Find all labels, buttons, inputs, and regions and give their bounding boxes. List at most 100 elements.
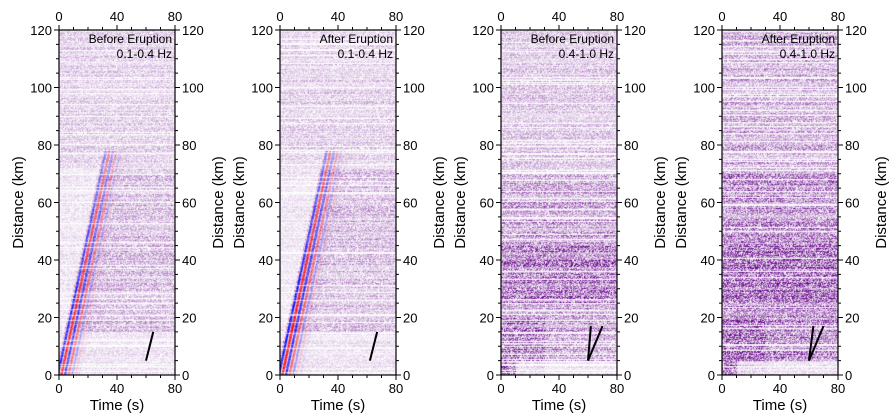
y-tick-label-right: 60: [403, 196, 417, 211]
y-tick-label-left: 80: [38, 138, 52, 153]
x-tick-label-top: 80: [610, 9, 624, 24]
x-tick-label-top: 80: [389, 9, 403, 24]
y-tick-label-left: 60: [480, 196, 494, 211]
y-tick-label-left: 80: [259, 138, 273, 153]
y-tick-label-right: 20: [624, 311, 638, 326]
y-tick-label-left: 120: [251, 23, 273, 38]
x-axis-label: Time (s): [753, 397, 807, 414]
y-tick-label-left: 100: [30, 81, 52, 96]
panel-label: After Eruption: [320, 32, 393, 46]
y-tick-label-left: 0: [45, 368, 52, 383]
y-tick-label-left: 0: [708, 368, 715, 383]
velocity-reference-line: [587, 326, 592, 361]
y-tick-label-right: 60: [845, 196, 859, 211]
panel-4-heatmap: [722, 30, 838, 375]
panel-label: 0.1-0.4 Hz: [117, 47, 172, 61]
y-tick-label-right: 60: [624, 196, 638, 211]
y-tick-label-right: 0: [845, 368, 852, 383]
y-tick-label-left: 60: [259, 196, 273, 211]
x-tick-label-bottom: 0: [497, 381, 504, 396]
x-tick-label-top: 0: [276, 9, 283, 24]
y-tick-label-right: 20: [182, 311, 196, 326]
panel-label: 0.1-0.4 Hz: [338, 47, 393, 61]
y-tick-label-left: 120: [693, 23, 715, 38]
y-tick-label-right: 0: [624, 368, 631, 383]
y-tick-label-right: 40: [845, 253, 859, 268]
y-tick-label-left: 60: [38, 196, 52, 211]
x-axis-label: Time (s): [90, 397, 144, 414]
y-tick-label-right: 20: [845, 311, 859, 326]
panel-label: Before Eruption: [89, 32, 172, 46]
plot-frame: [500, 29, 618, 376]
x-tick-label-bottom: 40: [552, 381, 566, 396]
y-axis-label-left: Distance (km): [231, 156, 248, 249]
y-axis-label-left: Distance (km): [10, 156, 27, 249]
y-tick-label-left: 60: [701, 196, 715, 211]
panel-label: Before Eruption: [531, 32, 614, 46]
x-tick-label-top: 0: [55, 9, 62, 24]
y-tick-label-right: 40: [182, 253, 196, 268]
y-tick-label-right: 20: [403, 311, 417, 326]
y-tick-label-left: 80: [480, 138, 494, 153]
y-tick-label-left: 40: [38, 253, 52, 268]
x-tick-label-bottom: 40: [331, 381, 345, 396]
y-tick-label-left: 120: [30, 23, 52, 38]
y-tick-label-left: 20: [38, 311, 52, 326]
x-tick-label-top: 80: [168, 9, 182, 24]
velocity-reference-line: [587, 325, 604, 362]
x-tick-label-top: 0: [718, 9, 725, 24]
y-tick-label-left: 20: [701, 311, 715, 326]
plot-frame: [279, 29, 397, 376]
y-tick-label-right: 80: [403, 138, 417, 153]
velocity-reference-line: [808, 325, 825, 362]
y-tick-label-right: 120: [624, 23, 646, 38]
y-tick-label-left: 20: [259, 311, 273, 326]
y-tick-label-right: 0: [182, 368, 189, 383]
panel-label: 0.4-1.0 Hz: [780, 47, 835, 61]
x-axis-label: Time (s): [532, 397, 586, 414]
y-tick-label-left: 40: [480, 253, 494, 268]
y-tick-label-right: 120: [845, 23, 867, 38]
panel-label: 0.4-1.0 Hz: [559, 47, 614, 61]
x-tick-label-top: 0: [497, 9, 504, 24]
y-axis-label-left: Distance (km): [673, 156, 690, 249]
y-tick-label-left: 20: [480, 311, 494, 326]
y-tick-label-right: 40: [403, 253, 417, 268]
y-axis-label-right: Distance (km): [652, 156, 669, 249]
x-tick-label-bottom: 40: [110, 381, 124, 396]
panel-3-heatmap: [501, 30, 617, 375]
x-tick-label-bottom: 40: [773, 381, 787, 396]
y-axis-label-left: Distance (km): [452, 156, 469, 249]
velocity-reference-line: [808, 325, 815, 361]
plot-frame: [58, 29, 176, 376]
y-tick-label-left: 40: [701, 253, 715, 268]
plot-frame: [721, 29, 839, 376]
x-tick-label-top: 40: [331, 9, 345, 24]
y-tick-label-right: 120: [182, 23, 204, 38]
x-tick-label-bottom: 80: [389, 381, 403, 396]
x-tick-label-bottom: 0: [718, 381, 725, 396]
y-tick-label-right: 0: [403, 368, 410, 383]
y-tick-label-right: 100: [403, 81, 425, 96]
y-axis-label-right: Distance (km): [873, 156, 889, 249]
panel-1-heatmap: [59, 30, 175, 375]
panel-2-heatmap: [280, 30, 396, 375]
velocity-reference-line: [368, 331, 379, 361]
x-tick-label-bottom: 0: [276, 381, 283, 396]
y-tick-label-right: 80: [182, 138, 196, 153]
y-tick-label-right: 80: [624, 138, 638, 153]
x-tick-label-bottom: 80: [831, 381, 845, 396]
y-tick-label-right: 100: [845, 81, 867, 96]
y-tick-label-left: 80: [701, 138, 715, 153]
y-tick-label-right: 40: [624, 253, 638, 268]
y-tick-label-left: 100: [251, 81, 273, 96]
y-axis-label-right: Distance (km): [210, 156, 227, 249]
y-tick-label-left: 100: [693, 81, 715, 96]
y-tick-label-right: 60: [182, 196, 196, 211]
